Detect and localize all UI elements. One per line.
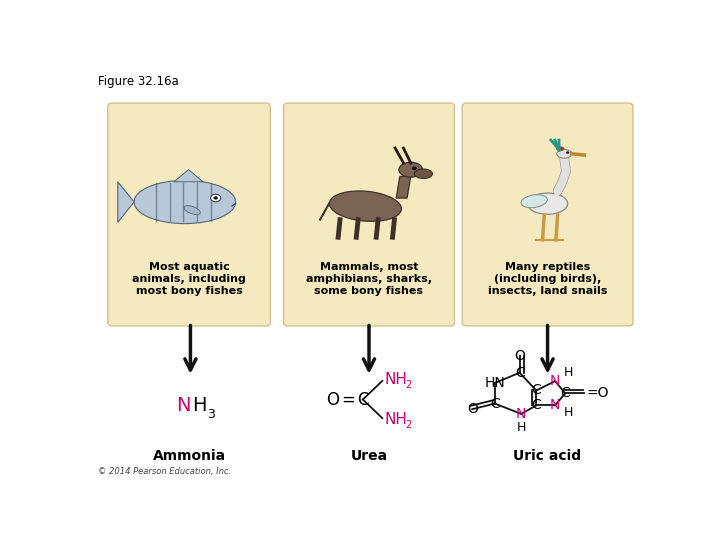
Text: C: C [560,386,570,400]
Ellipse shape [414,169,433,178]
Text: C: C [531,399,541,413]
Text: C: C [357,390,369,409]
Text: =O: =O [587,386,609,400]
Text: Mammals, most
amphibians, sharks,
some bony fishes: Mammals, most amphibians, sharks, some b… [306,262,432,295]
Text: H: H [564,366,574,379]
Text: N: N [550,399,560,413]
Text: 2: 2 [405,380,412,390]
Text: 3: 3 [207,408,215,421]
Ellipse shape [412,166,417,170]
Polygon shape [396,177,410,198]
Polygon shape [118,182,134,222]
Text: Uric acid: Uric acid [513,449,582,463]
Ellipse shape [557,150,572,158]
FancyBboxPatch shape [284,103,454,326]
Text: Most aquatic
animals, including
most bony fishes: Most aquatic animals, including most bon… [132,262,246,295]
Ellipse shape [211,194,221,202]
Text: HN: HN [485,376,505,390]
Text: Urea: Urea [351,449,387,463]
FancyBboxPatch shape [108,103,270,326]
Ellipse shape [528,193,567,214]
Text: C: C [490,396,500,410]
Ellipse shape [556,146,564,151]
Text: =: = [341,390,355,409]
Ellipse shape [134,180,235,224]
Text: N: N [516,407,526,421]
Text: © 2014 Pearson Education, Inc.: © 2014 Pearson Education, Inc. [99,467,232,476]
Text: N: N [550,374,560,388]
Text: H: H [516,421,526,434]
Text: Many reptiles
(including birds),
insects, land snails: Many reptiles (including birds), insects… [488,262,607,295]
Text: H: H [192,396,207,415]
Ellipse shape [566,151,570,154]
Ellipse shape [399,162,423,177]
Text: Ammonia: Ammonia [153,449,225,463]
Text: Figure 32.16a: Figure 32.16a [99,75,179,88]
Text: O: O [514,349,525,363]
Text: C: C [515,366,525,380]
Text: H: H [564,407,574,420]
Ellipse shape [184,206,200,214]
Text: NH: NH [384,372,407,387]
Text: O: O [467,402,477,416]
Ellipse shape [521,194,547,208]
Ellipse shape [329,191,401,221]
Text: 2: 2 [405,420,412,430]
Text: N: N [176,396,191,415]
Polygon shape [174,170,203,182]
Text: C: C [531,383,541,397]
FancyBboxPatch shape [462,103,633,326]
Text: NH: NH [384,412,407,427]
Text: O: O [326,390,339,409]
Ellipse shape [214,197,218,200]
